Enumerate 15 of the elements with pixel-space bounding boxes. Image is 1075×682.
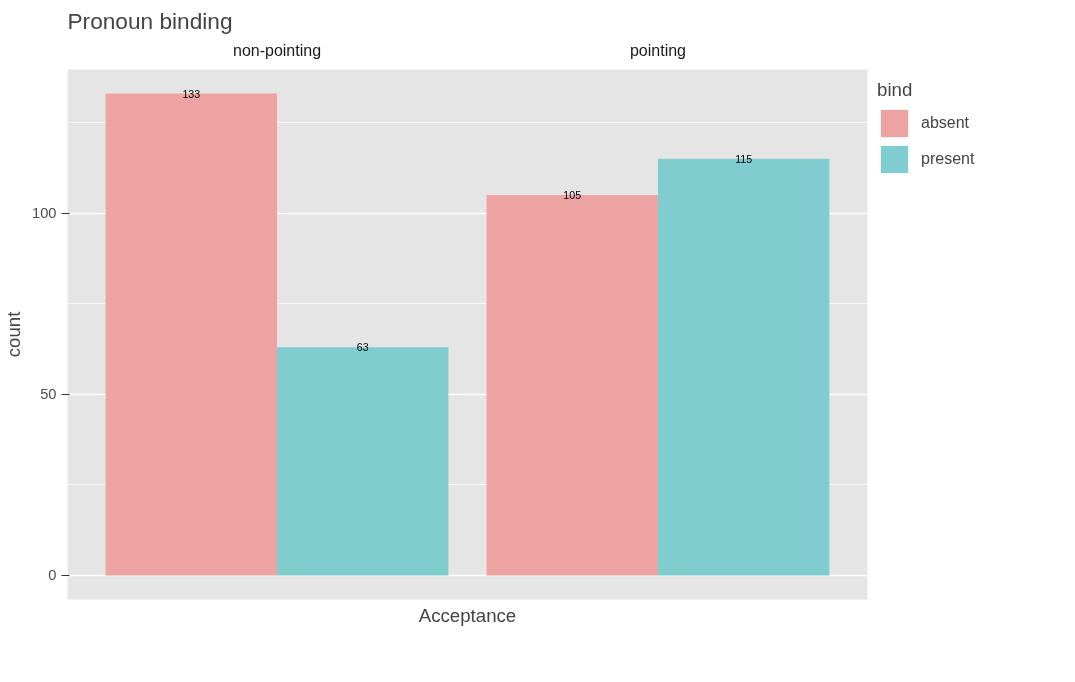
legend-label: absent — [921, 114, 971, 132]
data-label: 63 — [356, 341, 369, 354]
y-tick-label: 100 — [32, 205, 57, 222]
data-label: 105 — [563, 189, 582, 202]
legend-title: bind — [877, 79, 914, 101]
y-tick-label: 50 — [40, 386, 57, 403]
x-tick-label: pointing — [629, 41, 686, 59]
data-label: 115 — [735, 152, 753, 165]
x-axis-title: Acceptance — [418, 604, 517, 626]
y-axis-title: count — [3, 310, 25, 358]
legend-label: present — [921, 150, 976, 168]
y-tick-label: 0 — [48, 567, 57, 584]
chart-title: Pronoun binding — [67, 7, 233, 34]
x-tick-label: non-pointing — [232, 41, 322, 59]
data-label: 133 — [182, 87, 201, 100]
